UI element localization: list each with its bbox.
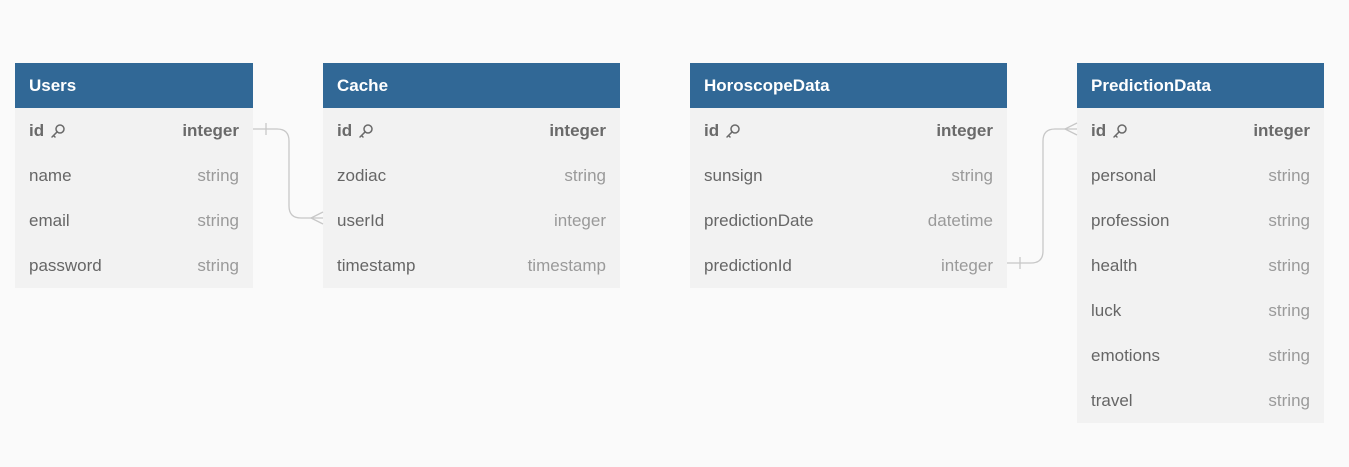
key-icon	[1112, 123, 1128, 139]
field-type: integer	[182, 120, 239, 140]
key-icon	[358, 123, 374, 139]
field-row[interactable]: userId integer	[323, 198, 620, 243]
table-predictiondata[interactable]: PredictionData id integer personal strin…	[1077, 63, 1324, 423]
table-users[interactable]: Users id integer name string email strin…	[15, 63, 253, 288]
field-type: string	[197, 165, 239, 185]
field-name: email	[29, 210, 70, 230]
table-header[interactable]: HoroscopeData	[690, 63, 1007, 108]
field-type: string	[1268, 390, 1310, 410]
field-row[interactable]: id integer	[1077, 108, 1324, 153]
field-name: personal	[1091, 165, 1157, 185]
field-name: health	[1091, 255, 1138, 275]
field-row[interactable]: timestamp timestamp	[323, 243, 620, 288]
field-type: string	[197, 210, 239, 230]
field-name: id	[29, 120, 45, 140]
relationship-line	[253, 128, 323, 219]
field-row[interactable]: id integer	[690, 108, 1007, 153]
field-type: datetime	[927, 210, 993, 230]
field-type: integer	[549, 120, 606, 140]
field-type: integer	[554, 210, 606, 230]
field-name: timestamp	[337, 255, 416, 275]
field-name: travel	[1091, 390, 1133, 410]
key-icon	[50, 123, 66, 139]
field-row[interactable]: health string	[1077, 243, 1324, 288]
field-row[interactable]: predictionDate datetime	[690, 198, 1007, 243]
key-icon	[725, 123, 741, 139]
field-name: emotions	[1091, 345, 1160, 365]
field-row[interactable]: email string	[15, 198, 253, 243]
field-row[interactable]: emotions string	[1077, 333, 1324, 378]
field-name: password	[29, 255, 102, 275]
field-row[interactable]: predictionId integer	[690, 243, 1007, 288]
field-name: profession	[1091, 210, 1170, 230]
field-name: predictionId	[704, 255, 792, 275]
table-horoscopedata[interactable]: HoroscopeData id integer sunsign string …	[690, 63, 1007, 288]
table-cache[interactable]: Cache id integer zodiac string userId in…	[323, 63, 620, 288]
field-type: integer	[936, 120, 993, 140]
field-name: name	[29, 165, 72, 185]
field-row[interactable]: name string	[15, 153, 253, 198]
field-name: predictionDate	[704, 210, 814, 230]
field-name: id	[1091, 120, 1107, 140]
field-name: zodiac	[337, 165, 387, 185]
field-type: integer	[1253, 120, 1310, 140]
table-header[interactable]: Cache	[323, 63, 620, 108]
field-type: string	[1268, 345, 1310, 365]
field-type: string	[1268, 300, 1310, 320]
field-name: userId	[337, 210, 385, 230]
field-type: string	[197, 255, 239, 275]
many-marker	[309, 211, 324, 225]
field-row[interactable]: profession string	[1077, 198, 1324, 243]
field-row[interactable]: travel string	[1077, 378, 1324, 423]
field-type: string	[564, 165, 606, 185]
many-marker	[1063, 122, 1078, 136]
field-row[interactable]: personal string	[1077, 153, 1324, 198]
field-name: id	[337, 120, 353, 140]
field-name: sunsign	[704, 165, 763, 185]
field-row[interactable]: password string	[15, 243, 253, 288]
field-row[interactable]: id integer	[15, 108, 253, 153]
table-header[interactable]: PredictionData	[1077, 63, 1324, 108]
field-row[interactable]: luck string	[1077, 288, 1324, 333]
field-type: timestamp	[527, 255, 606, 275]
relationship-line	[1007, 128, 1077, 264]
field-type: string	[1268, 210, 1310, 230]
field-row[interactable]: zodiac string	[323, 153, 620, 198]
field-row[interactable]: sunsign string	[690, 153, 1007, 198]
field-type: string	[1268, 165, 1310, 185]
field-row[interactable]: id integer	[323, 108, 620, 153]
field-name: id	[704, 120, 720, 140]
field-type: string	[1268, 255, 1310, 275]
field-type: string	[951, 165, 993, 185]
field-name: luck	[1091, 300, 1122, 320]
table-header[interactable]: Users	[15, 63, 253, 108]
field-type: integer	[941, 255, 993, 275]
